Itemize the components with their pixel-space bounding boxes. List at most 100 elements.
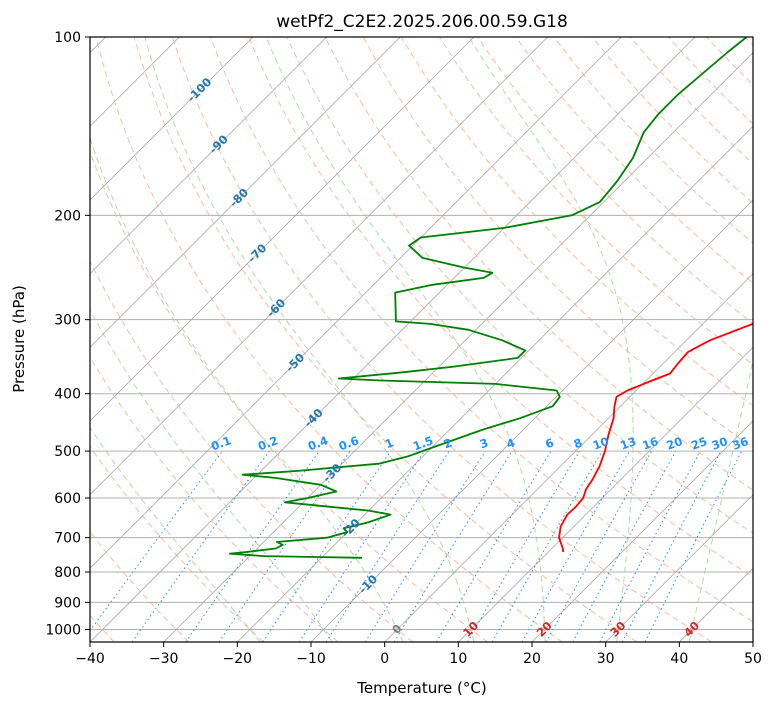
isotherm-label: -60 [264,296,289,321]
mixing-ratio-label: 8 [572,435,584,451]
chart-title: wetPf2_C2E2.2025.206.00.59.G18 [276,12,568,32]
mixing-ratio-label: 30 [710,434,730,453]
x-tick-label: −20 [223,651,253,667]
moist-adiabat-line [90,426,261,642]
mixing-ratio-label: 0.4 [306,433,330,453]
line-labels: 0.1 0.2 0.4 0.6 1 1.5 2 3 4 6 8 10 13 16 20 25 30 36-100-… [184,75,750,640]
dry-adiabat-line [90,445,264,642]
mixing-ratio-label: 2 [442,435,454,451]
x-tick-label: 0 [380,651,389,667]
moist-adiabat-line [90,136,404,642]
isotherm-label: 10 [460,618,481,639]
mixing-ratio-label: 16 [640,434,660,453]
dry-adiabat-line [438,37,753,366]
isotherm-line [90,37,327,275]
x-tick-label: 30 [597,651,615,667]
moist-adiabat-line [468,37,634,642]
mixing-ratio-label: 0.1 [209,433,233,453]
isotherm-label: -100 [184,75,214,105]
mixing-ratio-line [644,450,743,642]
x-axis-label: Temperature (°C) [356,679,486,697]
mixing-ratio-line [90,450,223,632]
isotherm-label: -90 [206,132,231,157]
mixing-ratio-line [364,450,486,642]
mixing-ratio-label: 10 [591,434,611,453]
isotherm-line [237,125,753,642]
isotherm-line [90,37,475,422]
temperature-line [558,322,753,553]
mixing-ratio-line [298,450,425,642]
dry-adiabat-line [248,37,753,578]
isotherm-line [90,37,548,496]
isotherm-line [163,52,753,642]
dewpoint-line [229,37,748,559]
isotherm-line [90,37,696,642]
isotherm-label: -40 [301,406,326,431]
isotherm-line [605,494,753,642]
y-tick-label: 600 [54,491,81,507]
mixing-ratio-line [572,450,677,642]
x-tick-label: −30 [149,651,179,667]
mixing-ratio-label: 6 [543,435,555,451]
isotherm-line [90,37,401,348]
axes: −40 −30 −20 −10 0 10 20 30 40 5010020030040050060… [45,30,762,667]
mixing-ratio-line [435,450,552,642]
y-tick-label: 400 [54,387,81,403]
mixing-ratio-label: 13 [618,434,638,453]
mixing-ratio-line [131,450,270,642]
dry-adiabat-line [286,37,753,534]
x-tick-label: −10 [296,651,326,667]
y-tick-label: 100 [54,30,81,46]
y-tick-label: 300 [54,313,81,329]
mixing-ratio-label: 20 [665,434,685,453]
mixing-ratio-line [325,450,450,642]
y-tick-label: 500 [54,444,81,460]
dry-adiabat-line [706,37,753,86]
x-tick-label: 20 [523,651,541,667]
mixing-ratio-label: 36 [731,434,751,453]
dry-adiabat-line [90,259,414,642]
isotherm-label: -50 [283,350,308,375]
dry-adiabat-line [133,37,638,642]
mixing-ratio-line [218,450,351,642]
isotherm-label: -10 [356,572,381,597]
y-axis-label: Pressure (hPa) [10,285,28,393]
y-tick-label: 800 [54,565,81,581]
x-tick-label: 10 [449,651,467,667]
y-tick-label: 200 [54,208,81,224]
dry-adiabat-line [591,37,753,204]
mixing-ratio-line [262,450,392,642]
moist-adiabat-line [144,37,475,642]
isotherm-line [90,37,254,201]
dry-adiabat-line [95,37,563,642]
dry-adiabat-line [553,37,753,244]
y-tick-label: 900 [54,595,81,611]
dry-adiabat-line [668,37,753,125]
dry-adiabat-line [171,37,712,642]
mixing-ratio-label: 0.6 [337,433,361,453]
y-tick-label: 1000 [45,622,81,638]
mixing-ratio-label: 3 [478,435,490,451]
isotherm-line [458,346,753,642]
dry-adiabat-line [90,356,339,642]
mixing-ratio-line [599,450,701,642]
isotherm-label: -70 [245,241,270,266]
dry-adiabat-line [515,37,753,284]
mixing-ratio-label: 25 [689,434,709,453]
dry-adiabat-line [744,37,753,47]
mixing-ratio-line [467,450,580,642]
x-tick-label: 40 [670,651,688,667]
mixing-ratio-line [185,450,320,642]
dry-adiabat-line [90,150,488,642]
dry-adiabat-line [210,37,753,623]
mixing-ratio-label: 1.5 [411,433,435,453]
isotherm-label: 40 [681,618,702,639]
isotherm-line [679,567,753,642]
isotherm-line [752,641,753,642]
dry-adiabat-line [324,37,753,491]
isotherm-label: 20 [534,619,555,640]
moist-adiabat-line [688,358,753,642]
isotherm-line [90,37,622,569]
background-lines [90,37,753,642]
